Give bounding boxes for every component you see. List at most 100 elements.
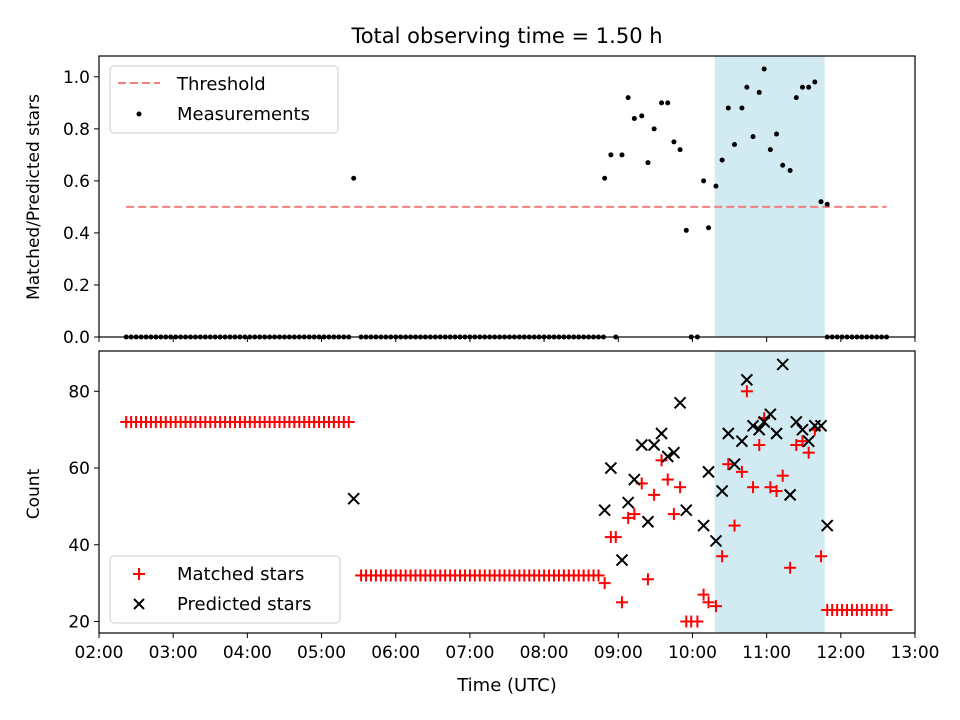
- predicted-star-point: [628, 473, 641, 486]
- matched-star-point: [598, 577, 611, 590]
- y-axis-label-bottom: Count: [24, 468, 44, 519]
- predicted-star-point: [735, 434, 749, 448]
- measurement-point: [806, 84, 812, 90]
- predicted-star-point: [802, 434, 815, 448]
- x-tick-label: 02:00: [75, 643, 124, 663]
- predicted-star-point: [647, 438, 661, 452]
- x-tick-label: 03:00: [149, 643, 198, 663]
- x-tick-label: 04:00: [223, 643, 272, 663]
- measurement-point: [631, 115, 637, 121]
- predicted-star-point: [661, 450, 674, 463]
- legend-measurements-label: Measurements: [177, 104, 310, 125]
- measurement-point: [756, 89, 762, 95]
- y-tick-label: 20: [68, 612, 90, 632]
- matched-star-point: [722, 458, 735, 471]
- matched-star-point: [702, 596, 715, 609]
- matched-star-point: [776, 469, 789, 482]
- predicted-star-point: [722, 427, 735, 440]
- measurement-point: [701, 178, 707, 184]
- predicted-star-point: [790, 415, 803, 429]
- measurement-point: [713, 183, 719, 189]
- matched-star-point: [691, 615, 704, 628]
- measurement-point: [750, 134, 756, 140]
- predicted-star-point: [621, 496, 635, 509]
- measurement-point: [799, 84, 805, 90]
- measurement-point: [619, 152, 625, 158]
- matched-stars-series: [120, 385, 893, 628]
- predicted-star-point: [680, 504, 693, 517]
- predicted-star-point: [821, 519, 834, 532]
- measurement-point: [659, 100, 665, 106]
- legend-matched-swatch: [133, 568, 145, 580]
- y-axis-label-top: Matched/Predicted stars: [24, 94, 44, 300]
- measurement-point: [780, 162, 786, 168]
- matched-star-point: [747, 481, 760, 494]
- plot-frame-top: [98, 55, 916, 338]
- measurement-point: [818, 199, 824, 205]
- measurement-point: [608, 152, 614, 158]
- matched-star-point: [655, 454, 668, 467]
- x-axis-ticks-bottom: 02:00 03:00 04:00 05:00 06:00 07:00 08:00 09:00…: [75, 633, 940, 663]
- x-tick-label: 06:00: [371, 643, 420, 663]
- y-tick-label: 40: [68, 536, 90, 556]
- measurement-point: [683, 227, 689, 233]
- predicted-star-point: [796, 423, 809, 436]
- matched-star-point: [674, 481, 687, 494]
- predicted-star-point: [740, 373, 754, 386]
- matched-star-point: [628, 508, 641, 521]
- measurements-series: [123, 66, 890, 340]
- matched-star-point: [716, 550, 729, 563]
- measurement-point: [602, 175, 608, 181]
- measurement-point: [793, 95, 799, 101]
- matched-star-point: [802, 446, 815, 459]
- matched-star-point: [592, 569, 605, 582]
- y-tick-label: 80: [68, 382, 90, 402]
- x-tick-label: 08:00: [520, 643, 569, 663]
- x-tick-label: 12:00: [816, 643, 865, 663]
- measurement-point: [787, 167, 793, 173]
- x-tick-label: 07:00: [445, 643, 494, 663]
- legend-measurements-swatch: [136, 111, 142, 117]
- matched-star-point: [342, 415, 355, 428]
- predicted-star-point: [598, 504, 611, 517]
- matched-star-point: [615, 596, 628, 609]
- measurement-point: [731, 141, 737, 147]
- measurement-point: [625, 95, 631, 101]
- observing-span-shade: [714, 56, 825, 337]
- chart-title: Total observing time = 1.50 h: [350, 24, 662, 48]
- predicted-star-point: [702, 465, 715, 479]
- measurement-point: [351, 175, 357, 181]
- predicted-star-point: [764, 408, 777, 421]
- legend-bottom: Matched stars Predicted stars: [109, 555, 341, 624]
- y-tick-label: 0.2: [63, 276, 90, 296]
- x-tick-label: 11:00: [742, 643, 791, 663]
- plot-frame-bottom: [98, 350, 916, 634]
- matched-star-point: [735, 465, 748, 478]
- y-tick-label: 1.0: [63, 68, 90, 88]
- predicted-star-point: [673, 396, 687, 410]
- predicted-star-point: [615, 553, 629, 567]
- matched-star-point: [728, 519, 741, 532]
- predicted-star-point: [728, 457, 741, 471]
- predicted-star-point: [655, 427, 668, 440]
- matched-star-point: [709, 600, 722, 613]
- predicted-star-point: [746, 419, 760, 433]
- predicted-stars-series: [347, 358, 834, 567]
- predicted-star-point: [770, 427, 783, 440]
- measurement-point: [739, 105, 745, 111]
- matched-star-point: [609, 531, 622, 544]
- matched-star-point: [796, 435, 809, 448]
- matched-star-point: [790, 439, 803, 451]
- x-axis-label: Time (UTC): [456, 675, 557, 696]
- ratio-panel: 0.0 0.2 0.4 0.6 0.8 1.0 Matched/Predicted sta…: [24, 55, 916, 348]
- predicted-star-point: [715, 484, 729, 498]
- y-tick-label: 0.6: [63, 172, 90, 192]
- x-tick-label: 10:00: [668, 643, 717, 663]
- predicted-star-point: [814, 419, 828, 433]
- predicted-star-point: [783, 488, 797, 502]
- measurement-point: [812, 79, 818, 85]
- matched-star-point: [784, 561, 797, 574]
- matched-star-point: [697, 588, 710, 601]
- y-axis-ticks-bottom: 20 40 60 80: [68, 382, 99, 632]
